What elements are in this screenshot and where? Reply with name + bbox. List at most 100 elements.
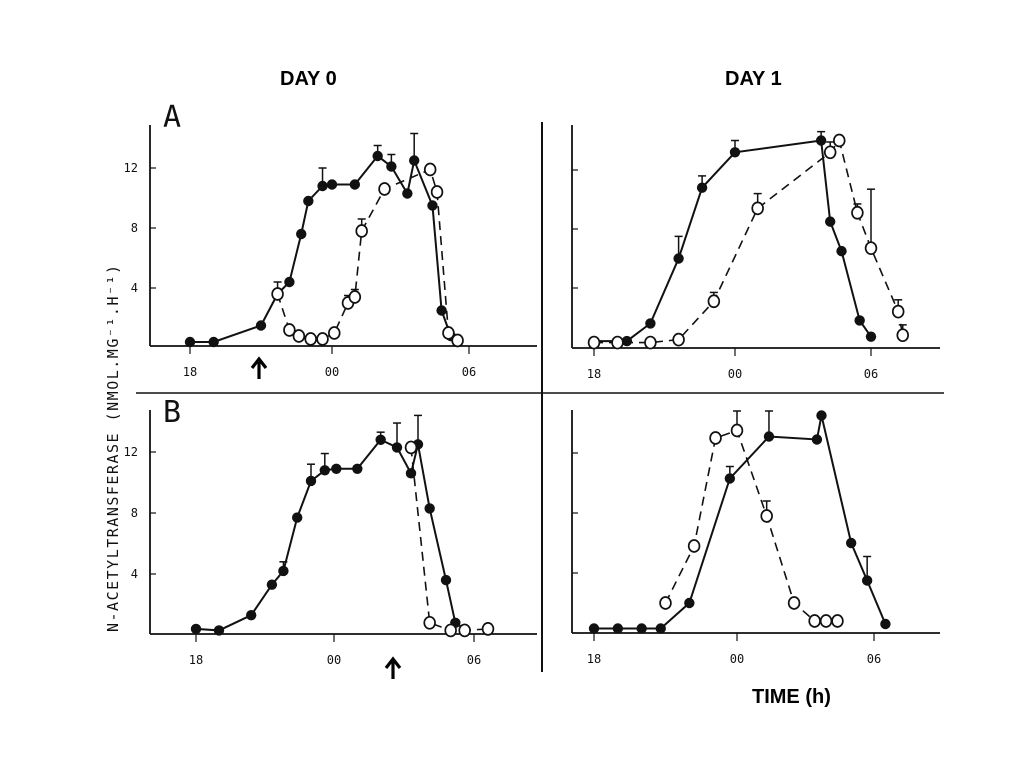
data-point-filled [305,475,317,487]
data-point-filled [284,276,295,288]
data-point-open [481,622,495,636]
x-tick-label: 00 [327,653,341,667]
y-tick-label: 4 [131,281,138,295]
series-line-open [276,168,459,342]
data-point-open [891,304,905,319]
data-point-filled [621,335,633,347]
data-point-open [404,440,418,455]
data-point-filled [386,161,397,172]
data-point-open [831,614,844,628]
data-point-filled [409,155,420,166]
data-point-filled [372,150,383,162]
data-point-filled [811,434,823,445]
y-tick-label: 12 [124,445,138,459]
x-tick-label: 18 [183,365,197,379]
data-point-filled [255,320,267,331]
data-point-open [707,294,721,309]
data-point-filled [349,179,361,190]
arrow-day0-a [250,356,268,379]
data-point-filled [424,503,435,514]
day0-column-title: DAY 0 [280,68,337,90]
x-tick-label: 06 [864,367,878,381]
data-point-filled [213,625,225,636]
data-point-filled [861,575,873,586]
data-point-filled [436,305,447,316]
x-tick-label: 18 [189,653,203,667]
data-point-open [864,241,878,256]
data-point-filled [729,147,741,158]
y-tick-label: 12 [124,161,138,175]
data-point-filled [816,410,827,421]
panel-a-day0: 4 8 12 18 00 06 [124,125,537,379]
data-point-filled [184,336,196,348]
data-point-filled [440,574,452,586]
data-point-open [348,290,362,304]
data-point-open [672,332,685,347]
data-point-open [271,287,284,301]
data-point-filled [292,512,303,523]
data-point-open [304,332,317,346]
data-point-filled [391,442,403,453]
series-line-open [594,138,904,344]
data-point-filled [319,465,330,476]
x-tick-label: 00 [325,365,339,379]
panel-b-day0: 4 8 12 18 00 06 [124,410,537,667]
data-point-open [851,205,864,220]
data-point-filled [724,473,736,484]
data-point-filled [405,468,417,479]
data-point-open [823,145,837,160]
data-point-filled [208,336,219,348]
data-point-filled [865,331,877,342]
panel-letter-b: B [163,395,181,430]
data-point-open [760,509,773,523]
data-point-open [709,431,722,445]
data-point-open [423,615,436,630]
data-point-open [430,185,444,199]
data-point-filled [278,565,289,577]
data-point-open [787,596,801,610]
data-point-filled [880,618,891,630]
data-point-open [283,323,296,337]
data-point-open [378,182,391,196]
y-tick-label: 8 [131,221,138,235]
data-point-open [458,623,471,638]
data-point-open [751,201,764,216]
data-point-open [687,539,701,553]
data-point-filled [655,623,666,634]
data-point-open [442,326,455,340]
figure-frame [136,122,944,672]
x-axis-label: TIME (h) [752,686,831,708]
x-tick-label: 00 [730,652,744,666]
data-point-filled [612,623,624,634]
panel-b-day1: 18 00 06 [571,410,940,666]
data-point-open [316,332,329,346]
data-point-filled [836,245,847,257]
data-point-open [355,224,368,238]
data-point-filled [854,315,865,326]
data-point-open [587,335,601,350]
data-point-open [659,596,672,610]
day1-column-title: DAY 1 [725,68,782,90]
x-tick-label: 18 [587,652,601,666]
data-point-filled [645,318,656,329]
panels-group: 4 8 12 18 00 06 18 00 06 4 8 12 18 00 06 18 00 06 [124,125,940,667]
data-point-filled [684,597,695,609]
x-tick-label: 06 [867,652,881,666]
data-point-open [644,335,657,350]
y-tick-label: 8 [131,506,138,520]
data-point-filled [825,216,836,227]
data-point-filled [303,195,314,207]
arrow-day0-b [384,656,402,679]
data-point-filled [588,623,600,634]
series-line-filled [594,139,872,343]
data-point-filled [636,623,647,634]
data-point-filled [375,434,386,445]
series-line-filled [594,415,887,630]
data-point-filled [317,180,328,192]
panel-a-day1: 18 00 06 [571,125,940,381]
x-tick-label: 18 [587,367,601,381]
y-tick-label: 4 [131,567,138,581]
x-tick-label: 06 [467,653,481,667]
data-point-open [444,623,457,638]
